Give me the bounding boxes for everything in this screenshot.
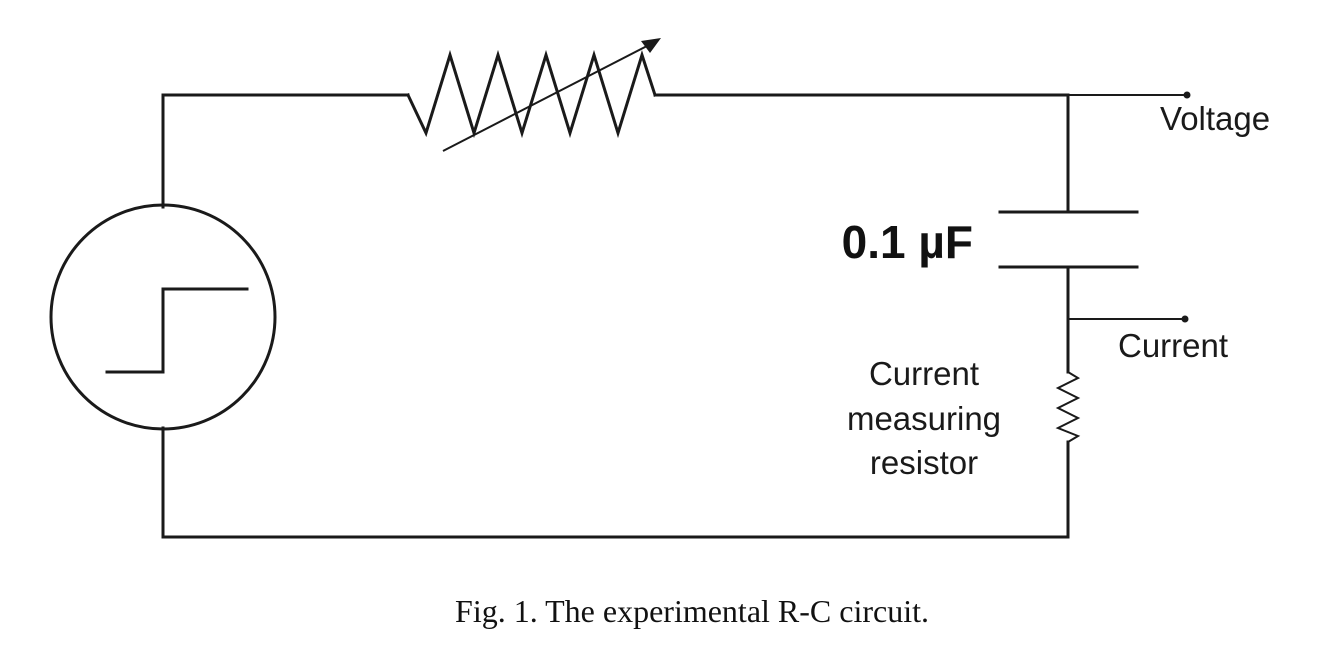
source-circle bbox=[49, 203, 277, 431]
sense-resistor-label-line-3: resistor bbox=[870, 444, 978, 481]
current-probe-terminal bbox=[1181, 315, 1189, 323]
step-function-icon bbox=[105, 287, 249, 374]
sense-resistor-label-line-1: Current bbox=[869, 355, 979, 392]
sense-resistor-label-line-2: measuring bbox=[847, 400, 1001, 437]
current-probe bbox=[1068, 315, 1189, 323]
wire-left-upper bbox=[161, 93, 410, 209]
voltage-label: Voltage bbox=[1160, 100, 1270, 137]
voltage-probe bbox=[1068, 91, 1191, 99]
wire-top-right bbox=[653, 93, 1070, 212]
variable-resistor-arrow-line bbox=[442, 45, 648, 152]
sense-resistor bbox=[1055, 371, 1081, 443]
variable-resistor-arrowhead-icon bbox=[641, 38, 661, 53]
figure-caption: Fig. 1. The experimental R-C circuit. bbox=[455, 593, 929, 629]
sense-resistor-zigzag bbox=[1055, 371, 1081, 443]
step-voltage-source bbox=[49, 203, 277, 431]
circuit-wiring bbox=[161, 93, 1070, 539]
variable-resistor bbox=[406, 38, 661, 152]
capacitor bbox=[998, 210, 1139, 269]
current-label: Current bbox=[1118, 327, 1228, 364]
variable-resistor-zigzag bbox=[406, 49, 657, 139]
wire-left-lower bbox=[161, 426, 1070, 539]
capacitance-label: 0.1 µF bbox=[842, 216, 973, 268]
voltage-probe-terminal bbox=[1183, 91, 1191, 99]
